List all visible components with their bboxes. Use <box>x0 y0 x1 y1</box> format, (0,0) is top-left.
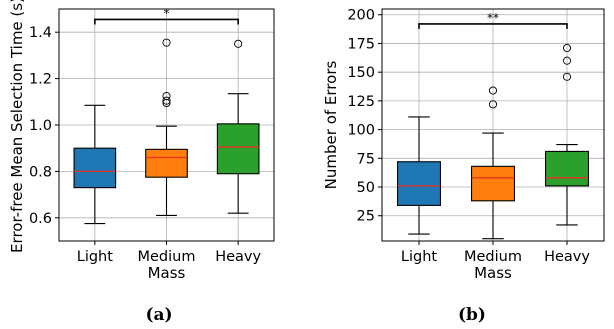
x-tick-label: Medium <box>464 249 522 265</box>
x-tick-label: Light <box>401 249 438 265</box>
y-tick-label: 125 <box>347 94 375 110</box>
y-tick-label: 1.0 <box>29 118 52 134</box>
box-medium <box>145 38 188 217</box>
outlier-point <box>562 43 572 53</box>
significance-label: ** <box>487 11 499 25</box>
y-tick-label: 1.2 <box>29 72 52 88</box>
outlier-point <box>162 96 171 105</box>
box-iqr <box>73 147 117 189</box>
box-heavy <box>216 39 260 214</box>
x-tick-label: Heavy <box>215 249 261 265</box>
outlier-point <box>162 38 171 47</box>
outlier-point <box>562 72 572 81</box>
y-tick-label: 0.6 <box>29 211 52 227</box>
panel-caption: (b) <box>458 305 486 325</box>
box-iqr <box>544 150 590 187</box>
x-tick-label: Medium <box>138 249 196 265</box>
significance-bracket <box>418 23 568 29</box>
x-axis-label: Mass <box>474 264 512 282</box>
outlier-point <box>488 100 498 109</box>
outlier-point <box>562 56 572 65</box>
y-tick-label: 1.4 <box>29 25 52 41</box>
y-tick-label: 150 <box>347 65 375 81</box>
y-tick-label: 25 <box>357 209 375 225</box>
box-heavy <box>544 43 590 226</box>
significance-label: * <box>164 6 170 20</box>
y-tick-label: 50 <box>357 180 375 196</box>
y-axis-label: Error-free Mean Selection Time (s) <box>8 0 26 253</box>
panel-caption: (a) <box>145 305 172 325</box>
outlier-point <box>234 39 243 48</box>
box-iqr <box>396 161 442 206</box>
y-axis-label: Number of Errors <box>322 61 340 190</box>
y-tick-label: 75 <box>357 151 375 167</box>
panel-b-boxplot: 25 50 75 100 125 150 175 200 Light Medium Heavy Mas… <box>322 8 605 325</box>
box-medium <box>470 86 516 240</box>
x-axis-label: Mass <box>148 264 186 282</box>
x-tick-label: Light <box>77 249 114 265</box>
y-tick-label: 0.8 <box>29 164 52 180</box>
significance-bracket <box>94 18 239 25</box>
outlier-point <box>162 91 171 101</box>
panel-a-boxplot: 0.6 0.8 1.0 1.2 1.4 Light Medium Heavy Mass Error… <box>8 0 275 325</box>
outlier-point <box>488 86 498 95</box>
box-iqr <box>470 165 516 202</box>
y-tick-label: 175 <box>347 36 375 52</box>
box-light <box>396 116 442 235</box>
box-iqr <box>216 123 260 175</box>
y-tick-label: 100 <box>347 123 375 139</box>
y-tick-label: 200 <box>347 8 375 24</box>
box-iqr <box>145 148 188 178</box>
box-light <box>73 104 117 225</box>
x-tick-label: Heavy <box>544 249 590 265</box>
